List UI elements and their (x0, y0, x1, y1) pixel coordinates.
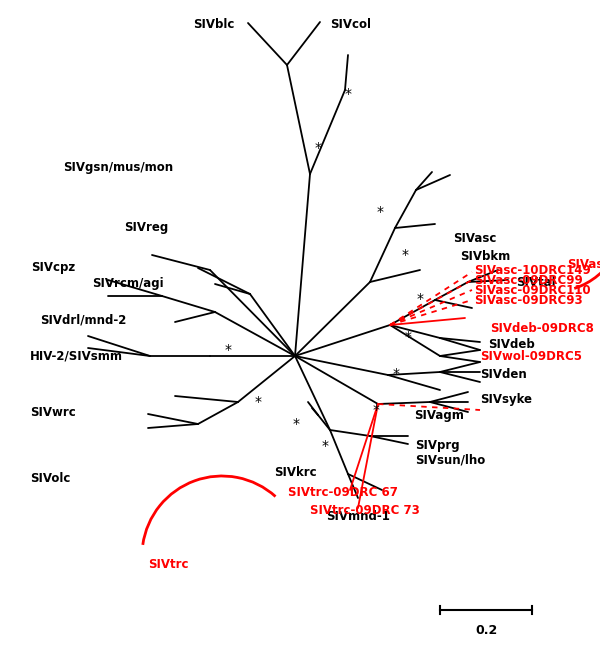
Text: SIVasc-09DRC93: SIVasc-09DRC93 (474, 294, 583, 306)
Text: SIVsun/lho: SIVsun/lho (415, 454, 485, 466)
Text: SIVtal: SIVtal (516, 276, 556, 288)
Text: *: * (377, 205, 383, 219)
Text: *: * (404, 330, 412, 344)
Text: SIVsyke: SIVsyke (480, 394, 532, 406)
Text: SIVtrc-09DRC 67: SIVtrc-09DRC 67 (288, 486, 398, 498)
Text: SIVasc-09DRC99: SIVasc-09DRC99 (474, 274, 583, 286)
Text: SIVasc: SIVasc (567, 258, 600, 270)
Text: *: * (401, 248, 409, 262)
Text: *: * (293, 417, 299, 431)
Text: SIVtrc-09DRC 73: SIVtrc-09DRC 73 (310, 503, 420, 517)
Text: SIVblc: SIVblc (194, 18, 235, 31)
Text: SIVprg: SIVprg (415, 438, 460, 452)
Text: *: * (224, 343, 232, 357)
Text: SIVkrc: SIVkrc (274, 466, 316, 478)
Text: SIVcol: SIVcol (330, 18, 371, 31)
Text: SIVgsn/mus/mon: SIVgsn/mus/mon (63, 161, 173, 174)
Text: SIVrcm/agi: SIVrcm/agi (92, 278, 164, 290)
Text: SIVcpz: SIVcpz (31, 262, 75, 274)
Text: SIVolc: SIVolc (30, 472, 70, 484)
Text: *: * (314, 141, 322, 155)
Text: SIVwol-09DRC5: SIVwol-09DRC5 (480, 350, 582, 362)
Text: SIVasc-09DRC110: SIVasc-09DRC110 (474, 284, 590, 296)
Text: *: * (392, 367, 400, 381)
Text: SIVagm: SIVagm (414, 410, 464, 422)
Text: SIVreg: SIVreg (124, 222, 168, 234)
Text: *: * (322, 439, 329, 453)
Text: *: * (373, 403, 380, 417)
Text: SIVasc: SIVasc (453, 232, 496, 244)
Text: *: * (416, 292, 424, 306)
Text: SIVdrl/mnd-2: SIVdrl/mnd-2 (40, 314, 127, 326)
Text: SIVmnd-1: SIVmnd-1 (326, 510, 390, 523)
Text: SIVdeb-09DRC8: SIVdeb-09DRC8 (490, 322, 594, 334)
Text: SIVasc-10DRC149: SIVasc-10DRC149 (474, 264, 591, 276)
Text: SIVdeb: SIVdeb (488, 338, 535, 352)
Text: SIVden: SIVden (480, 368, 527, 382)
Text: *: * (254, 395, 262, 409)
Text: *: * (344, 87, 352, 101)
Text: SIVbkm: SIVbkm (460, 250, 510, 262)
Text: 0.2: 0.2 (475, 624, 497, 637)
Text: SIVtrc: SIVtrc (148, 557, 188, 571)
Text: SIVwrc: SIVwrc (30, 406, 76, 418)
Text: HIV-2/SIVsmm: HIV-2/SIVsmm (30, 350, 123, 362)
